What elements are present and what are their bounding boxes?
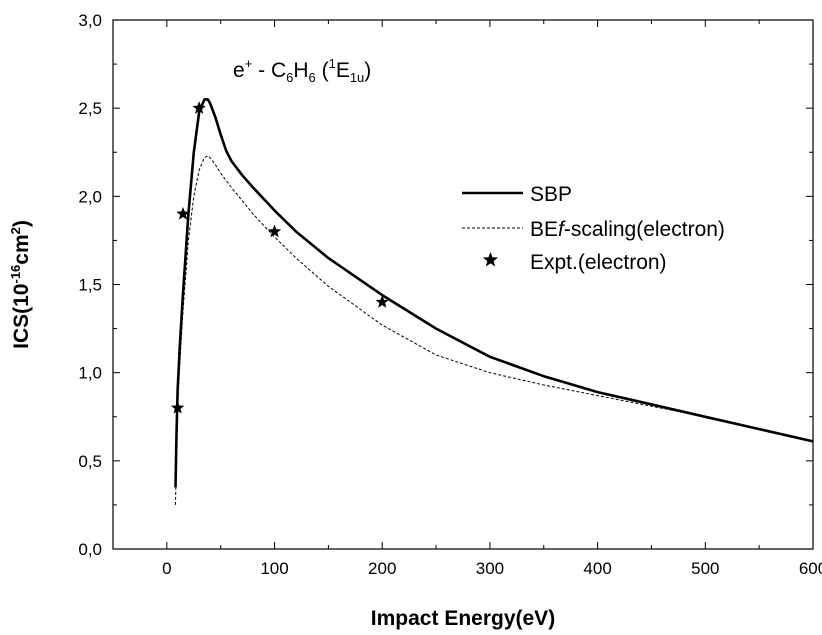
- x-tick-label: 100: [260, 559, 288, 578]
- ticks: 0 100 200 300 400 500 600 0,0 0,5 1,0 1,5 2,0 2,5 3,0: [78, 11, 822, 578]
- y-axis-title-exponent: 2: [8, 227, 23, 234]
- legend-label-part: -scaling(electron): [564, 218, 725, 241]
- expt-star-point: [176, 206, 190, 220]
- annotation-part: (: [316, 59, 329, 82]
- annotation-part: 1u: [350, 70, 364, 85]
- y-tick-label: 2,0: [78, 187, 102, 206]
- molecule-annotation: e+ - C6H6 (1E1u): [233, 56, 371, 85]
- x-tick-label: 200: [368, 559, 396, 578]
- expt-star-point: [267, 224, 282, 238]
- x-tick-label: 500: [691, 559, 719, 578]
- annotation-text: e+ - C6H6 (1E1u): [233, 56, 371, 85]
- sbp-line: [174, 98, 814, 488]
- annotation-part: ): [364, 59, 371, 82]
- y-tick-label: 3,0: [78, 11, 102, 30]
- x-tick-label: 0: [162, 559, 171, 578]
- legend-label-part: BE: [530, 218, 558, 241]
- legend-star-symbol: [482, 252, 499, 267]
- legend-label-part: f: [558, 218, 566, 241]
- annotation-part: H: [293, 59, 308, 82]
- annotation-part: +: [245, 56, 253, 71]
- expt-star-point: [192, 101, 206, 114]
- expt-star-point: [170, 400, 185, 414]
- y-axis-title-exponent: -16: [8, 265, 23, 284]
- annotation-part: E: [336, 59, 350, 82]
- legend-label: Expt.(electron): [530, 251, 667, 274]
- y-axis-title: ICS(10-16cm2): [8, 220, 33, 349]
- legend-label: SBP: [530, 183, 572, 206]
- y-tick-label: 1,5: [78, 276, 102, 295]
- annotation-part: e: [233, 59, 245, 82]
- y-axis-title-part: cm: [10, 234, 33, 264]
- bef-scaling-line: [175, 155, 814, 505]
- plot-frame: [112, 19, 814, 550]
- expt-star-point: [375, 295, 389, 308]
- y-tick-label: 0,5: [78, 452, 102, 471]
- annotation-part: 6: [286, 70, 293, 85]
- x-tick-label: 300: [476, 559, 504, 578]
- series-layer: [170, 98, 814, 505]
- axes: [112, 19, 814, 550]
- axis-labels: Impact Energy(eV) ICS(10-16cm2): [8, 220, 555, 630]
- legend-label-part: Expt.(electron): [530, 251, 667, 274]
- y-tick-label: 2,5: [78, 99, 102, 118]
- x-axis-title: Impact Energy(eV): [371, 607, 555, 630]
- annotation-part: 1: [329, 56, 336, 71]
- legend: SBP BEf-scaling(electron) Expt.(electron): [462, 183, 725, 274]
- annotation-part: 6: [309, 70, 316, 85]
- legend-label: BEf-scaling(electron): [530, 218, 725, 241]
- x-tick-label: 600: [799, 559, 822, 578]
- annotation-part: - C: [252, 59, 286, 82]
- x-tick-label: 400: [583, 559, 611, 578]
- legend-label-part: SBP: [530, 183, 572, 206]
- y-axis-title-part: ICS(10: [10, 284, 33, 349]
- y-tick-label: 1,0: [78, 364, 102, 383]
- y-tick-label: 0,0: [78, 540, 102, 559]
- y-axis-title-part: ): [10, 220, 33, 227]
